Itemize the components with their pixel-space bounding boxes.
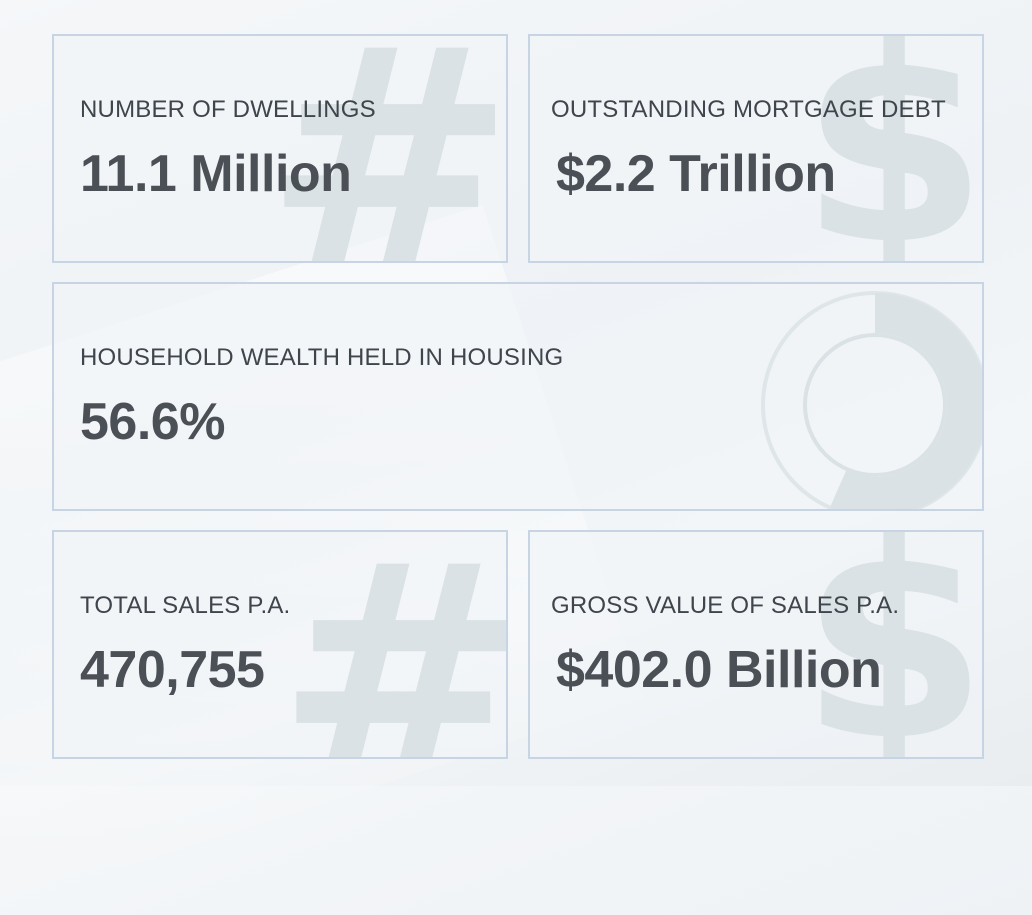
stat-card-household-wealth: HOUSEHOLD WEALTH HELD IN HOUSING 56.6%	[52, 282, 984, 511]
stat-value: 11.1 Million	[80, 145, 352, 203]
stat-card-gross-value: $ GROSS VALUE OF SALES P.A. $402.0 Billi…	[528, 530, 984, 759]
stat-label: NUMBER OF DWELLINGS	[80, 96, 376, 123]
stat-label: OUTSTANDING MORTGAGE DEBT	[551, 96, 946, 123]
dollar-icon: $	[800, 34, 984, 263]
stat-label: HOUSEHOLD WEALTH HELD IN HOUSING	[80, 344, 564, 371]
stat-card-mortgage-debt: $ OUTSTANDING MORTGAGE DEBT $2.2 Trillio…	[528, 34, 984, 263]
hash-icon: #	[264, 34, 508, 263]
stat-label: GROSS VALUE OF SALES P.A.	[551, 592, 900, 619]
stat-card-total-sales: # TOTAL SALES P.A. 470,755	[52, 530, 508, 759]
stat-value: 470,755	[80, 641, 265, 699]
stat-label: TOTAL SALES P.A.	[80, 592, 291, 619]
stat-card-dwellings: # NUMBER OF DWELLINGS 11.1 Million	[52, 34, 508, 263]
dollar-icon: $	[800, 530, 984, 759]
hash-icon: #	[276, 530, 508, 759]
donut-icon	[761, 291, 982, 509]
stat-value: 56.6%	[80, 393, 225, 451]
stat-value: $402.0 Billion	[556, 641, 882, 699]
stat-value: $2.2 Trillion	[556, 145, 836, 203]
